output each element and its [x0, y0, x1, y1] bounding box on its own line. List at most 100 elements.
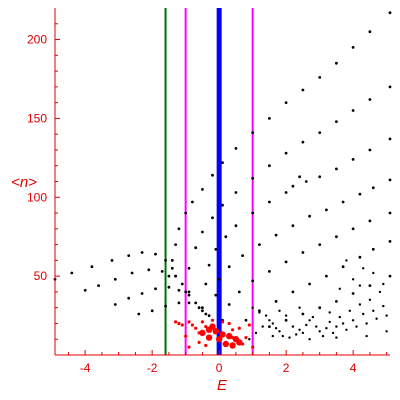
point-7-9	[325, 208, 328, 212]
point-11-48	[328, 311, 331, 314]
series-0	[53, 251, 178, 281]
point-2-8	[201, 309, 204, 313]
point-11-18	[328, 320, 331, 324]
y-axis-title: <n>	[11, 174, 37, 191]
point-10-6	[368, 284, 372, 287]
point-12-15	[197, 340, 201, 344]
point-5-13	[351, 109, 355, 112]
point-9-9	[388, 240, 392, 243]
point-5-2	[194, 246, 198, 250]
point-12-4	[190, 323, 194, 327]
axes	[54, 8, 390, 356]
point-7-12	[371, 186, 375, 190]
point-13-10	[229, 342, 236, 349]
point-6-7	[268, 200, 271, 204]
point-1-1	[97, 284, 100, 287]
point-5-10	[301, 140, 305, 144]
point-2-6	[187, 293, 191, 297]
point-12-16	[204, 343, 208, 348]
point-11-45	[284, 314, 288, 317]
point-13-0	[199, 329, 206, 337]
point-11-30	[368, 298, 372, 301]
x-axis-title: E	[217, 377, 228, 394]
point-11-36	[382, 282, 385, 286]
point-12-1	[177, 321, 181, 326]
point-10-5	[351, 292, 355, 295]
point-8-1	[227, 303, 231, 306]
point-6-14	[351, 158, 355, 161]
point-10-3	[318, 306, 322, 310]
series-13	[199, 323, 243, 349]
point-1-3	[130, 271, 134, 275]
point-11-16	[321, 334, 325, 338]
point-12-3	[187, 320, 191, 324]
point-11-19	[331, 331, 335, 335]
point-11-25	[351, 319, 355, 322]
tick-labels: -4 -2 0 2 4 50 100 150 200	[27, 33, 357, 375]
point-9-0	[244, 318, 248, 322]
point-8-10	[368, 219, 372, 223]
point-5-8	[268, 164, 271, 168]
point-5-15	[388, 85, 392, 89]
point-0-6	[154, 252, 157, 256]
point-11-4	[271, 322, 274, 325]
x-tick-label-0: -4	[80, 361, 91, 375]
point-12-11	[227, 321, 231, 326]
point-12-9	[210, 318, 215, 322]
point-4-15	[335, 61, 338, 65]
point-5-5	[221, 203, 224, 207]
series-11	[248, 259, 388, 341]
x-tick-label-4: 4	[350, 361, 357, 375]
point-5-12	[335, 120, 338, 123]
point-0-3	[110, 259, 114, 262]
series-10	[268, 274, 392, 328]
point-11-44	[301, 331, 305, 335]
point-4-12	[284, 101, 288, 104]
point-11-40	[338, 287, 341, 290]
point-9-8	[371, 247, 375, 251]
point-6-12	[318, 175, 322, 179]
point-12-0	[174, 320, 178, 324]
point-3-3	[177, 301, 181, 305]
point-10-1	[284, 318, 288, 322]
point-11-7	[281, 334, 284, 338]
point-5-6	[234, 191, 238, 194]
point-12-22	[187, 345, 191, 349]
point-7-4	[241, 254, 245, 257]
point-10-4	[335, 300, 338, 303]
series-12	[174, 318, 255, 349]
point-2-0	[113, 303, 117, 306]
point-4-9	[234, 147, 238, 150]
point-6-6	[251, 211, 255, 215]
point-12-8	[204, 325, 208, 329]
point-4-16	[351, 46, 355, 49]
series-6	[201, 137, 392, 310]
point-13-2	[212, 328, 219, 335]
point-13-3	[219, 331, 226, 338]
data-points	[53, 11, 392, 349]
y-tick-label-0: 50	[34, 269, 48, 283]
point-8-4	[268, 270, 271, 273]
point-7-2	[217, 277, 221, 281]
point-11-29	[365, 322, 368, 325]
point-3-6	[204, 312, 208, 316]
series-9	[244, 240, 392, 322]
point-7-10	[341, 200, 345, 204]
point-11-23	[345, 328, 348, 331]
point-6-16	[388, 137, 392, 141]
point-4-11	[268, 117, 271, 120]
point-4-5	[191, 200, 194, 204]
point-11-34	[382, 304, 385, 308]
point-7-5	[258, 243, 261, 247]
point-11-28	[362, 312, 365, 316]
x-tick-label-1: -2	[147, 361, 158, 375]
point-11-41	[345, 259, 348, 262]
point-11-38	[362, 267, 365, 270]
x-tick-label-2: 0	[216, 361, 223, 375]
point-1-0	[83, 288, 87, 292]
point-4-8	[221, 161, 224, 165]
point-9-6	[341, 265, 345, 269]
point-8-8	[335, 235, 338, 239]
point-4-7	[211, 173, 214, 177]
